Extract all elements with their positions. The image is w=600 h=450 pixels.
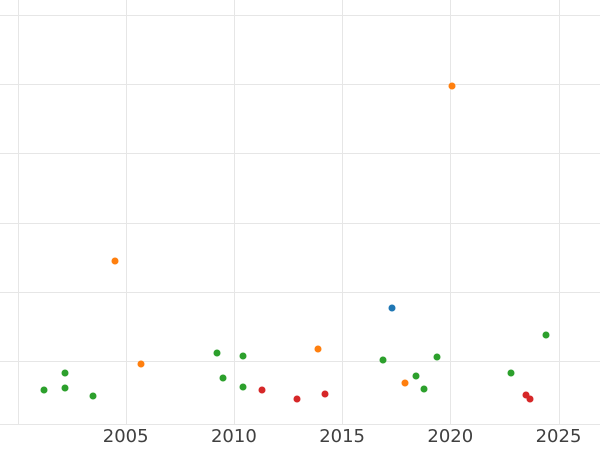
gridline-y-5: [0, 84, 600, 86]
data-point-green: [61, 369, 69, 376]
data-point-red: [293, 395, 301, 403]
gridline-y-4: [0, 153, 600, 155]
plot-bottom-edge: [0, 424, 600, 425]
data-point-green: [542, 331, 549, 338]
data-point-green: [433, 353, 441, 361]
data-point-green: [40, 386, 47, 394]
data-point-green: [89, 392, 97, 400]
gridline-y-3: [0, 222, 600, 224]
x-tick-label-2015: 2015: [319, 426, 365, 447]
data-point-green: [507, 369, 515, 376]
data-point-orange: [111, 257, 119, 265]
gridline-x-2005: [125, 0, 127, 425]
gridline-y-2: [0, 291, 600, 293]
data-point-green: [219, 374, 227, 382]
plot-area: [0, 0, 600, 425]
gridline-x-2015: [342, 0, 344, 425]
gridline-y-6: [0, 15, 600, 17]
data-point-green: [239, 352, 247, 360]
gridline-y-1: [0, 360, 600, 362]
data-point-orange: [401, 379, 409, 387]
data-point-red: [258, 386, 266, 394]
data-point-orange: [448, 82, 456, 90]
gridline-x-2010: [233, 0, 235, 425]
data-point-green: [412, 372, 420, 380]
data-point-red: [522, 391, 530, 399]
x-tick-label-2020: 2020: [427, 426, 474, 447]
data-point-red: [321, 390, 329, 398]
data-point-green: [213, 349, 221, 357]
gridline-x-2025: [558, 0, 560, 425]
data-point-blue: [388, 304, 396, 311]
data-point-red: [526, 395, 534, 403]
gridline-x-2000: [17, 0, 19, 425]
data-point-green: [420, 385, 428, 393]
data-point-green: [61, 384, 69, 392]
x-axis: 2005 2010 2015 2020 2025: [0, 425, 600, 450]
x-tick-label-2025: 2025: [535, 426, 582, 447]
data-point-green: [239, 383, 247, 391]
gridline-x-2020: [450, 0, 452, 425]
x-tick-label-2010: 2010: [210, 426, 257, 447]
data-point-orange: [314, 345, 322, 353]
data-point-green: [379, 356, 387, 364]
x-tick-label-2005: 2005: [102, 426, 149, 447]
data-point-orange: [137, 360, 145, 368]
